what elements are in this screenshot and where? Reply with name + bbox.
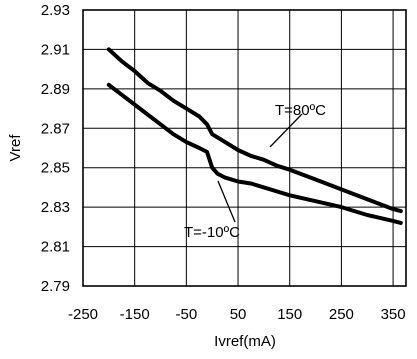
grid-lines	[82, 9, 406, 287]
annotation-10c: T=-10ºC	[184, 224, 240, 241]
series-line-1	[106, 82, 403, 225]
x-tick-labels: -250 -150 -50 50 150 250 350	[68, 306, 406, 323]
x-tick-label: 250	[329, 306, 354, 323]
x-tick-label: 50	[230, 306, 247, 323]
series-line-0	[106, 47, 403, 214]
annotations: T=80ºC T=-10ºC	[184, 102, 326, 241]
x-axis-label: Ivref(mA)	[214, 333, 276, 350]
y-axis-label: Vref	[7, 134, 24, 162]
annotation-leader-10c	[217, 180, 236, 223]
x-tick-label: -250	[68, 306, 98, 323]
x-tick-label: -150	[120, 306, 150, 323]
y-tick-label: 2.91	[41, 41, 70, 58]
y-tick-label: 2.79	[41, 278, 70, 295]
series-group	[106, 47, 403, 225]
x-tick-label: 150	[277, 306, 302, 323]
annotation-leader-80c	[269, 113, 303, 148]
plot-frame	[82, 9, 407, 287]
y-tick-label: 2.93	[41, 2, 70, 19]
y-tick-label: 2.89	[41, 81, 70, 98]
y-tick-label: 2.81	[41, 239, 70, 256]
x-tick-label: -50	[176, 306, 198, 323]
y-tick-label: 2.83	[41, 199, 70, 216]
x-tick-label: 350	[381, 306, 406, 323]
y-tick-label: 2.87	[41, 120, 70, 137]
y-tick-labels: 2.79 2.81 2.83 2.85 2.87 2.89 2.91 2.93	[41, 2, 70, 295]
annotation-80c: T=80ºC	[275, 102, 326, 119]
y-tick-label: 2.85	[41, 160, 70, 177]
